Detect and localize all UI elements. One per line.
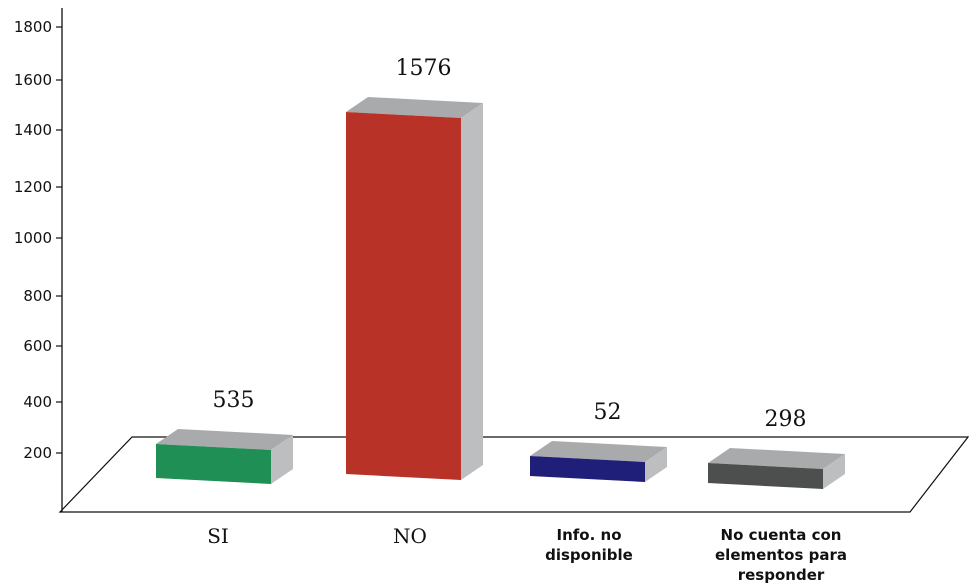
category-label: Info. no disponible bbox=[545, 526, 633, 564]
y-tick-label: 1400 bbox=[14, 121, 52, 139]
category-label: No cuenta con elementos para responder bbox=[715, 526, 847, 584]
data-label: 535 bbox=[213, 388, 255, 413]
bar-3 bbox=[708, 448, 845, 489]
bar-0 bbox=[156, 428, 293, 484]
y-tick-label: 600 bbox=[23, 337, 52, 355]
category-labels-group: SI NO Info. no disponible No cuenta con eleme… bbox=[207, 524, 847, 584]
bar-top-face bbox=[346, 97, 483, 118]
y-tick-label: 1200 bbox=[14, 178, 52, 196]
bar-1 bbox=[346, 97, 483, 480]
y-tick-label: 1000 bbox=[14, 229, 52, 247]
y-tick-label: 1600 bbox=[14, 71, 52, 89]
category-label: NO bbox=[393, 524, 427, 548]
data-label: 1576 bbox=[396, 56, 452, 81]
y-tick-label: 400 bbox=[23, 393, 52, 411]
category-label: SI bbox=[207, 524, 229, 548]
bar-front-face bbox=[346, 112, 461, 480]
y-axis-ticks: 200 400 600 800 1000 1200 1400 1600 1800 bbox=[14, 18, 62, 462]
data-labels-group: 535 1576 52 298 bbox=[213, 56, 807, 432]
bar-side-face bbox=[823, 454, 845, 489]
y-tick-label: 200 bbox=[23, 444, 52, 462]
bar-2 bbox=[530, 441, 667, 482]
bar-side-face bbox=[461, 103, 483, 480]
bar-top-face bbox=[156, 428, 293, 450]
bar-front-face bbox=[530, 456, 645, 482]
bar-side-face bbox=[645, 447, 667, 482]
bar-top-face bbox=[530, 441, 667, 462]
bars-group bbox=[156, 97, 845, 489]
floor-plane bbox=[58, 436, 969, 513]
bar-front-face bbox=[708, 463, 823, 489]
y-tick-label: 1800 bbox=[14, 18, 52, 36]
data-label: 52 bbox=[594, 400, 622, 425]
data-label: 298 bbox=[765, 407, 807, 432]
bar-top-face bbox=[708, 448, 845, 469]
bar-side-face bbox=[271, 434, 293, 484]
bar-front-face bbox=[156, 443, 271, 484]
y-tick-label: 800 bbox=[23, 287, 52, 305]
